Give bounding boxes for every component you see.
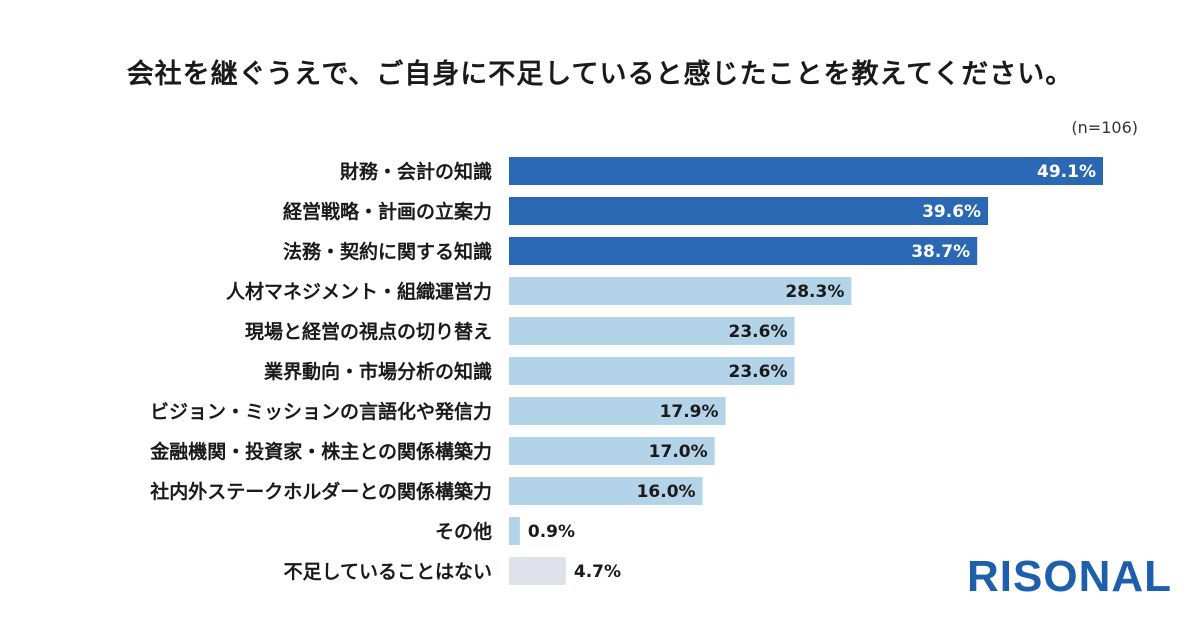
risonal-logo: RISONAL (967, 552, 1172, 601)
bar-6 (509, 397, 726, 425)
chart-title: 会社を継ぐうえで、ご自身に不足していると感じたことを教えてください。 (126, 59, 1074, 90)
value-label-9: 0.9% (528, 522, 575, 542)
category-label-2: 法務・契約に関する知識 (283, 240, 492, 263)
category-label-5: 業界動向・市場分析の知識 (263, 360, 492, 383)
category-label-6: ビジョン・ミッションの言語化や発信力 (150, 400, 492, 423)
bar-4 (509, 317, 795, 345)
bar-3 (509, 277, 852, 305)
bar-2 (509, 237, 978, 265)
bar-1 (509, 197, 989, 225)
value-label-10: 4.7% (574, 562, 621, 582)
bar-10 (509, 557, 566, 585)
category-label-0: 財務・会計の知識 (340, 160, 492, 183)
bar-7 (509, 437, 715, 465)
value-label-7: 17.0% (649, 442, 708, 462)
category-label-9: その他 (435, 520, 492, 543)
value-label-0: 49.1% (1037, 162, 1096, 182)
bar-8 (509, 477, 703, 505)
category-label-10: 不足していることはない (284, 561, 492, 583)
category-label-8: 社内外ステークホルダーとの関係構築力 (149, 480, 492, 503)
category-label-1: 経営戦略・計画の立案力 (283, 200, 492, 223)
value-label-8: 16.0% (637, 482, 696, 502)
value-label-2: 38.7% (911, 242, 970, 262)
value-label-4: 23.6% (729, 322, 788, 342)
sample-size: (n=106) (1071, 118, 1138, 137)
category-label-3: 人材マネジメント・組織運営力 (226, 280, 492, 303)
value-label-1: 39.6% (922, 202, 981, 222)
bar-9 (509, 517, 520, 545)
bar-0 (509, 157, 1103, 185)
category-label-4: 現場と経営の視点の切り替え (245, 320, 492, 343)
bar-5 (509, 357, 795, 385)
value-label-6: 17.9% (660, 402, 719, 422)
value-label-5: 23.6% (729, 362, 788, 382)
value-label-3: 28.3% (785, 282, 844, 302)
category-label-7: 金融機関・投資家・株主との関係構築力 (149, 440, 492, 463)
